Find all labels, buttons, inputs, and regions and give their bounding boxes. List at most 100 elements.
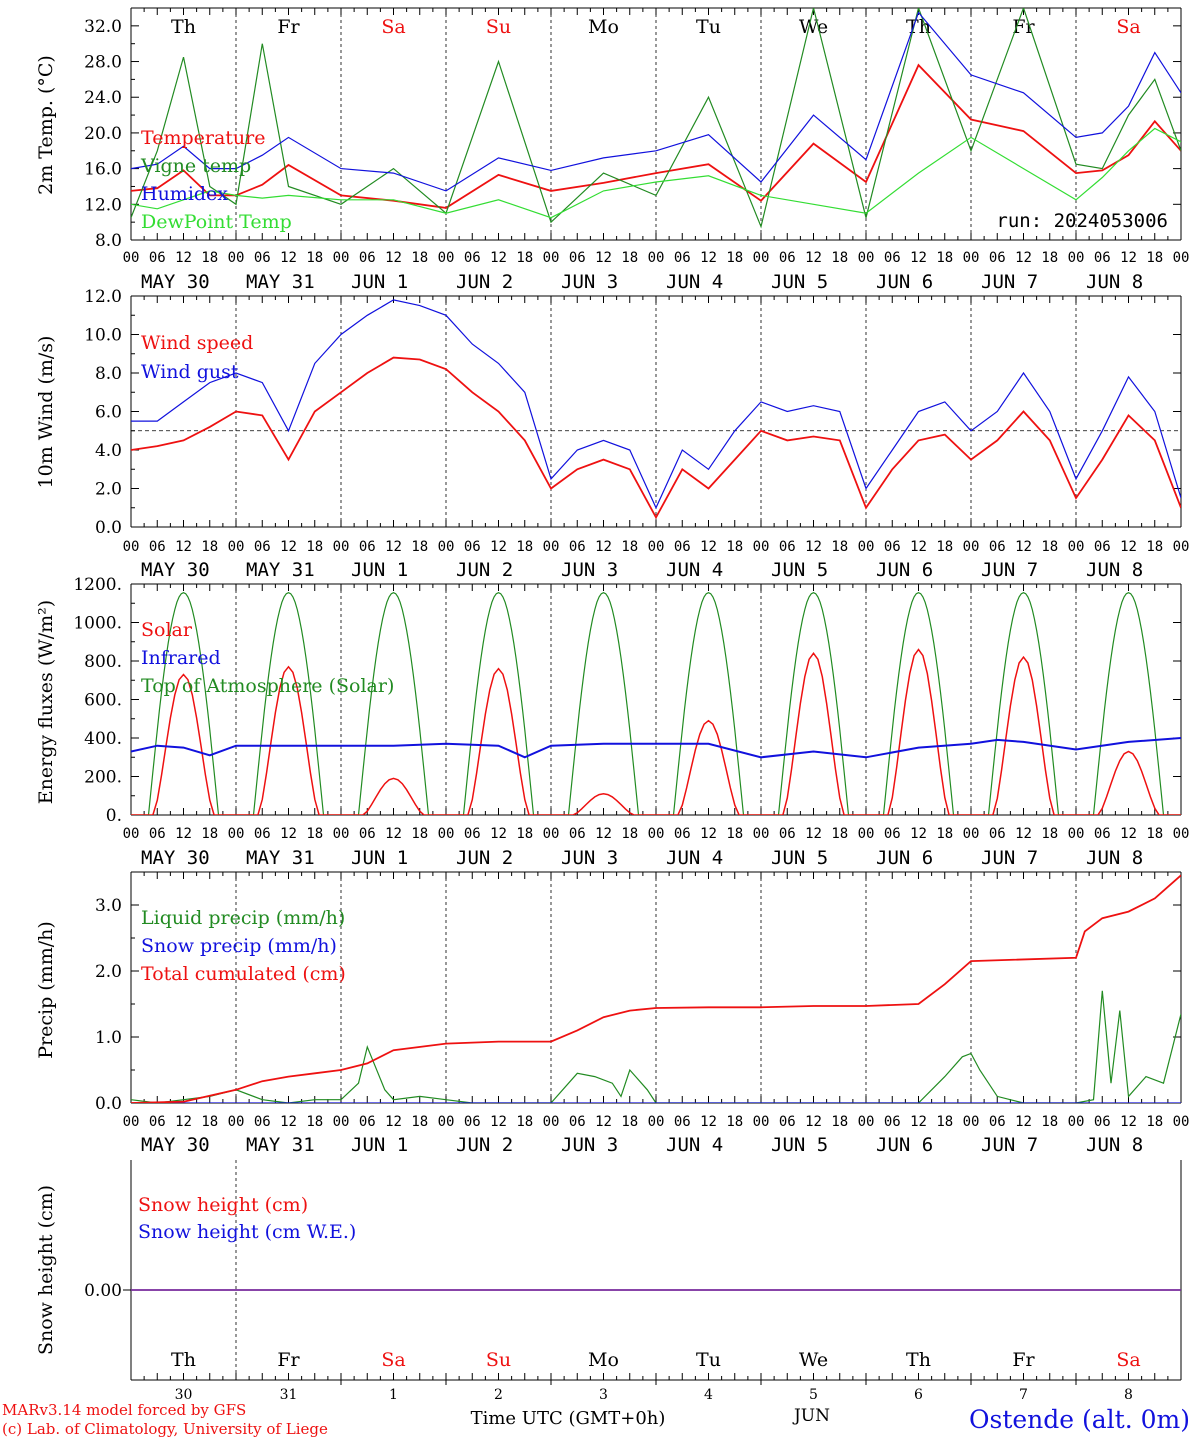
hour-label: 12 xyxy=(385,1114,402,1130)
date-label: JUN 4 xyxy=(666,1134,723,1156)
hour-label: 00 xyxy=(648,1114,665,1130)
hour-label: 18 xyxy=(726,1114,743,1130)
run-annotation: run: 2024053006 xyxy=(996,210,1168,232)
hour-label: 12 xyxy=(595,539,612,555)
y-tick-label: 8.0 xyxy=(95,231,122,251)
hour-label: 12 xyxy=(175,1114,192,1130)
hour-label: 06 xyxy=(674,826,691,842)
wind-panel: 0.0 2.0 4.0 6.0 8.0 10.0 12.0 10m Wind (m/s) 00 0… xyxy=(35,287,1189,581)
hour-label: 06 xyxy=(779,539,796,555)
weekday-label: Fr xyxy=(1012,1349,1035,1371)
y-tick-label: 0.0 xyxy=(95,1094,122,1114)
weekday-label: Th xyxy=(171,16,196,38)
hour-label: 12 xyxy=(805,539,822,555)
legend-entry: Wind speed xyxy=(141,332,253,354)
date-label: JUN 4 xyxy=(666,847,723,869)
date-label: JUN 4 xyxy=(666,271,723,293)
hour-label: 00 xyxy=(438,539,455,555)
hour-label: 18 xyxy=(936,826,953,842)
hour-label: 00 xyxy=(753,826,770,842)
y-tick-label: 2.0 xyxy=(95,962,122,982)
series-green xyxy=(131,8,1181,229)
date-label: MAY 30 xyxy=(141,271,210,293)
hour-label: 06 xyxy=(464,250,481,266)
hour-label: 12 xyxy=(490,539,507,555)
hour-label: 06 xyxy=(464,539,481,555)
hour-label: 00 xyxy=(228,250,245,266)
hour-label: 00 xyxy=(123,250,140,266)
y-tick-label: 0.00 xyxy=(84,1281,122,1301)
hour-label: 00 xyxy=(1068,1114,1085,1130)
hour-label: 00 xyxy=(753,250,770,266)
hour-label: 06 xyxy=(464,1114,481,1130)
hour-label: 18 xyxy=(831,250,848,266)
model-credit: MARv3.14 model forced by GFS xyxy=(2,1401,246,1419)
hour-label: 12 xyxy=(595,826,612,842)
hour-label: 06 xyxy=(149,539,166,555)
lab-credit: (c) Lab. of Climatology, University of L… xyxy=(2,1420,328,1438)
legend-entry: Solar xyxy=(141,619,193,641)
hour-label: 00 xyxy=(228,826,245,842)
y-tick-label: 6.0 xyxy=(95,403,122,423)
date-label: MAY 31 xyxy=(246,559,315,581)
date-label: JUN 2 xyxy=(456,271,513,293)
hour-label: 12 xyxy=(280,539,297,555)
hour-label: 00 xyxy=(333,1114,350,1130)
date-label: JUN 7 xyxy=(981,1134,1038,1156)
hour-label: 00 xyxy=(333,826,350,842)
hour-label: 12 xyxy=(910,539,927,555)
hour-label: 00 xyxy=(438,826,455,842)
hour-label: 06 xyxy=(884,1114,901,1130)
day-number-label: 31 xyxy=(280,1387,298,1403)
hour-label: 12 xyxy=(910,1114,927,1130)
hour-label: 06 xyxy=(254,539,271,555)
hour-label: 18 xyxy=(1146,250,1163,266)
hour-label: 18 xyxy=(411,1114,428,1130)
toa-solar-series xyxy=(131,592,1181,815)
station-name: Ostende (alt. 0m) xyxy=(969,1405,1190,1434)
y-tick-label: 1200. xyxy=(73,575,122,595)
hour-label: 00 xyxy=(228,1114,245,1130)
date-label: MAY 31 xyxy=(246,1134,315,1156)
legend-entry: Total cumulated (cm) xyxy=(141,963,346,985)
day-number-label: 2 xyxy=(494,1387,503,1403)
weekday-label: Th xyxy=(906,1349,931,1371)
hour-label: 12 xyxy=(280,1114,297,1130)
hour-label: 06 xyxy=(254,1114,271,1130)
hour-label: 18 xyxy=(831,826,848,842)
weekday-label: Su xyxy=(486,16,511,38)
hour-label: 00 xyxy=(1068,826,1085,842)
date-label: JUN 5 xyxy=(771,847,828,869)
hour-label: 06 xyxy=(779,1114,796,1130)
hour-label: 18 xyxy=(1041,539,1058,555)
y-axis-label: 2m Temp. (°C) xyxy=(35,55,57,195)
series-green xyxy=(131,990,1181,1103)
weekday-label: Sa xyxy=(1116,16,1140,38)
hour-label: 12 xyxy=(805,826,822,842)
hour-label: 18 xyxy=(621,250,638,266)
hour-label: 06 xyxy=(989,1114,1006,1130)
hour-label: 06 xyxy=(359,250,376,266)
y-tick-label: 4.0 xyxy=(95,441,122,461)
date-label: JUN 6 xyxy=(876,1134,933,1156)
hour-label: 12 xyxy=(595,250,612,266)
hour-label: 00 xyxy=(543,250,560,266)
hour-label: 00 xyxy=(123,539,140,555)
y-tick-label: 16.0 xyxy=(84,160,122,180)
hour-label: 00 xyxy=(333,539,350,555)
hour-label: 18 xyxy=(516,539,533,555)
day-number-label: 3 xyxy=(599,1387,608,1403)
hour-label: 00 xyxy=(543,826,560,842)
date-label: JUN 3 xyxy=(561,559,618,581)
hour-label: 06 xyxy=(569,539,586,555)
day-number-label: 4 xyxy=(704,1387,713,1403)
hour-label: 18 xyxy=(1146,826,1163,842)
hour-label: 06 xyxy=(674,250,691,266)
snow-height-panel: 0.00 Snow height (cm) Th Fr Sa Su Mo Tu We Th Fr Sa… xyxy=(35,1160,1182,1403)
legend-entry: Wind gust xyxy=(141,361,239,383)
date-label: JUN 6 xyxy=(876,559,933,581)
hour-label: 00 xyxy=(858,250,875,266)
series-red xyxy=(131,874,1181,1103)
hour-label: 00 xyxy=(1068,250,1085,266)
hour-label: 06 xyxy=(359,1114,376,1130)
